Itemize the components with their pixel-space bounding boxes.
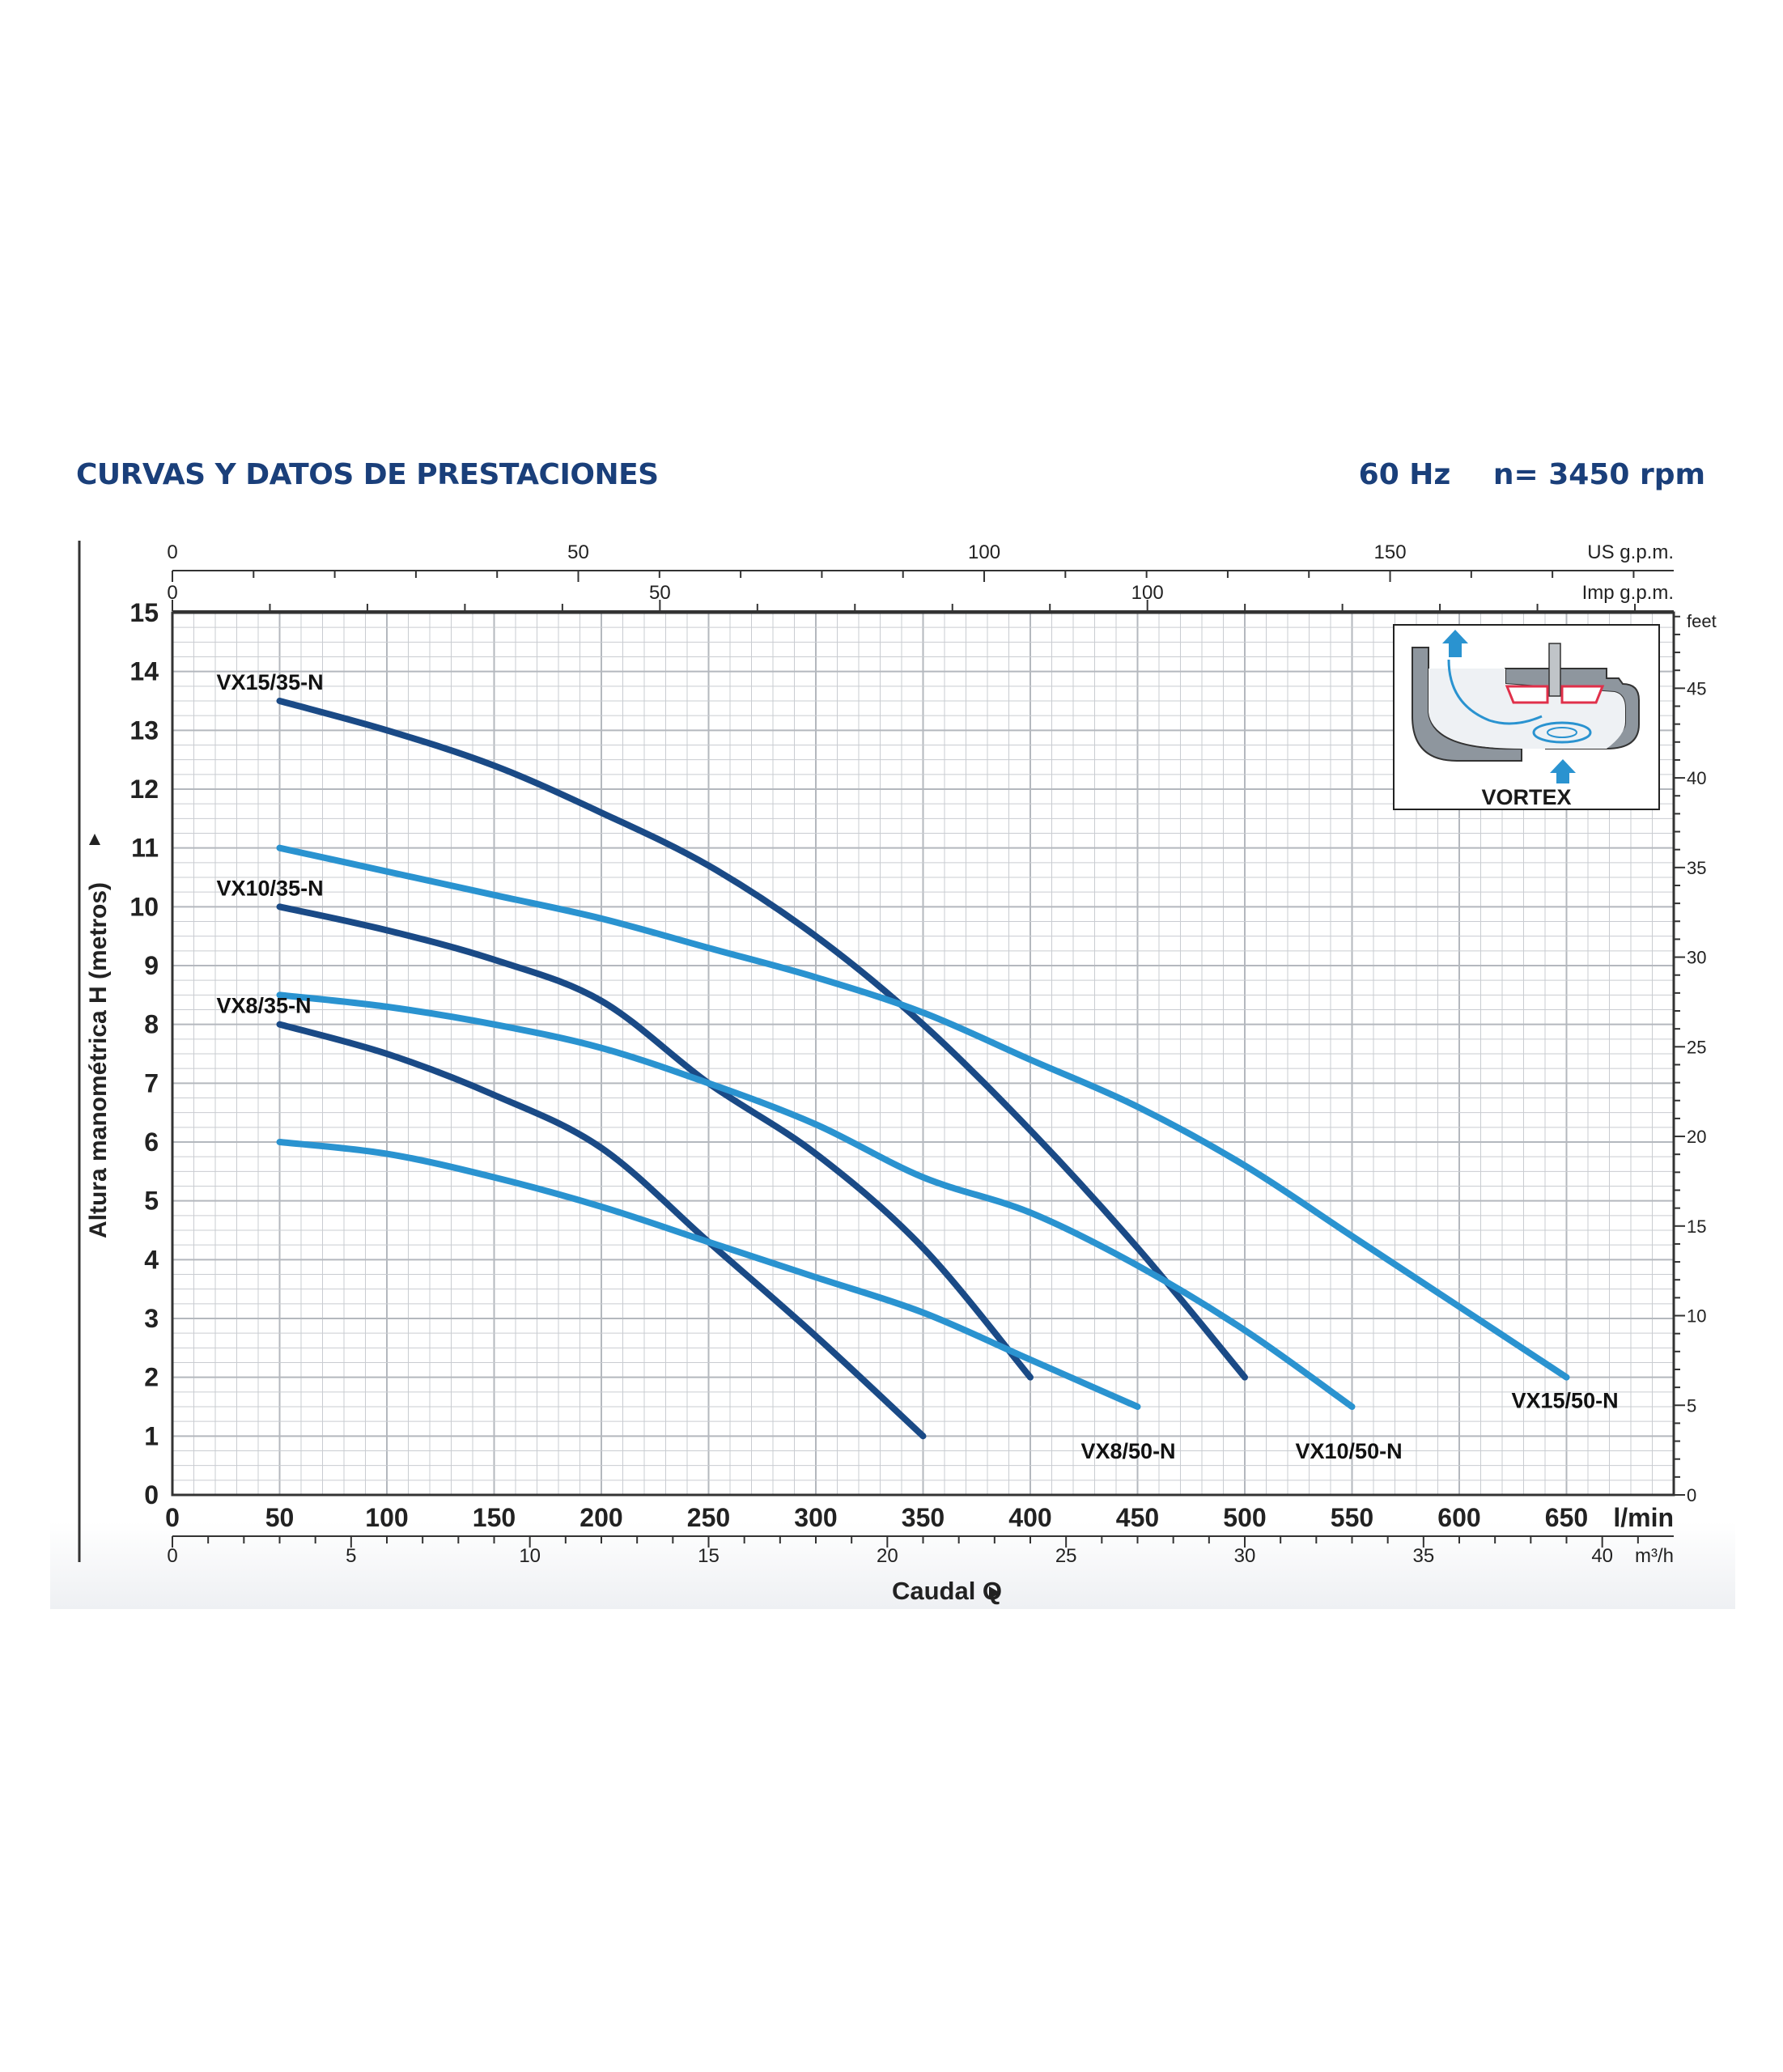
imp-gpm-tick-label: 0 <box>167 582 177 604</box>
us-gpm-unit-label: US g.p.m. <box>1587 541 1674 563</box>
x-axis-arrow-icon <box>989 1586 1000 1599</box>
y-tick-label: 4 <box>144 1245 159 1274</box>
x-tick-label: 150 <box>473 1503 516 1532</box>
vortex-impeller-diagram-icon <box>1412 630 1640 783</box>
y-tick-label: 7 <box>144 1068 159 1098</box>
m3h-tick-label: 25 <box>1055 1545 1077 1567</box>
x-tick-label: 400 <box>1008 1503 1051 1532</box>
x-tick-label: 350 <box>902 1503 945 1532</box>
feet-tick-label: 30 <box>1687 948 1706 968</box>
frequency-label: 60 Hz <box>1358 458 1451 491</box>
y-axis-title: Altura manométrica H (metros) <box>85 882 112 1238</box>
feet-tick-label: 0 <box>1687 1485 1696 1505</box>
curve-vx10-50-n <box>276 991 1356 1410</box>
y-tick-label: 1 <box>144 1421 159 1450</box>
y-tick-label: 14 <box>129 657 159 686</box>
rpm-label: n= 3450 rpm <box>1492 458 1705 491</box>
imp-gpm-tick-label: 50 <box>649 582 671 604</box>
feet-tick-label: 40 <box>1687 768 1706 788</box>
x-unit-label: l/min <box>1613 1503 1674 1532</box>
m3h-tick-label: 5 <box>346 1545 356 1567</box>
feet-tick-label: 20 <box>1687 1127 1706 1147</box>
series-label-vx10-35-n: VX10/35-N <box>217 876 324 900</box>
y-tick-label: 10 <box>129 892 159 921</box>
series-label-vx15-50-n: VX15/50-N <box>1512 1389 1619 1413</box>
plot-frame <box>171 611 1675 1497</box>
feet-tick-label: 25 <box>1687 1037 1706 1057</box>
y-axis-arrow-icon <box>89 834 100 845</box>
y-tick-label: 8 <box>144 1010 159 1039</box>
labels: 0 50 100 150 200 250 300 350 400 450 500 550 600 650 l… <box>85 541 1717 1605</box>
m3h-tick-label: 10 <box>519 1545 541 1567</box>
y-tick-label: 2 <box>144 1363 159 1392</box>
x-tick-label: 300 <box>794 1503 837 1532</box>
y-tick-label: 13 <box>129 715 159 745</box>
curve-vx8-50-n <box>276 1139 1141 1410</box>
x-tick-label: 600 <box>1437 1503 1480 1532</box>
m3h-tick-label: 15 <box>698 1545 720 1567</box>
curve-vx10-35-n <box>276 903 1034 1381</box>
m3h-tick-label: 35 <box>1412 1545 1434 1567</box>
speed-info: 60 Hz n= 3450 rpm <box>1327 458 1705 491</box>
x-tick-label: 200 <box>579 1503 622 1532</box>
imp-gpm-unit-label: Imp g.p.m. <box>1582 582 1674 604</box>
feet-tick-label: 15 <box>1687 1216 1706 1237</box>
curve-vx15-35-n <box>276 698 1248 1381</box>
y-tick-label: 0 <box>144 1480 159 1509</box>
axes <box>78 541 1685 1562</box>
curves <box>276 698 1570 1440</box>
y-tick-label: 9 <box>144 951 159 980</box>
x-tick-label: 100 <box>365 1503 408 1532</box>
vortex-inset: VORTEX <box>1393 624 1660 810</box>
series-label-vx8-50-n: VX8/50-N <box>1081 1439 1176 1463</box>
series-label-vx10-50-n: VX10/50-N <box>1296 1439 1403 1463</box>
x-tick-label: 500 <box>1223 1503 1266 1532</box>
curve-vx8-35-n <box>276 1021 927 1440</box>
vortex-label: VORTEX <box>1481 785 1571 809</box>
feet-tick-label: 35 <box>1687 858 1706 878</box>
x-tick-label: 0 <box>165 1503 180 1532</box>
y-tick-label: 5 <box>144 1187 159 1216</box>
m3h-tick-label: 20 <box>877 1545 898 1567</box>
y-tick-label: 15 <box>129 598 159 627</box>
m3h-tick-label: 40 <box>1591 1545 1613 1567</box>
us-gpm-tick-label: 150 <box>1374 541 1407 563</box>
m3h-tick-label: 0 <box>167 1545 177 1567</box>
m3h-tick-label: 30 <box>1234 1545 1256 1567</box>
x-tick-label: 550 <box>1331 1503 1373 1532</box>
y-tick-label: 3 <box>144 1304 159 1333</box>
y-tick-label: 6 <box>144 1127 159 1157</box>
y-tick-label: 12 <box>129 775 159 804</box>
us-gpm-tick-label: 50 <box>567 541 589 563</box>
page-title: CURVAS Y DATOS DE PRESTACIONES <box>76 458 659 491</box>
series-label-vx15-35-n: VX15/35-N <box>217 670 324 694</box>
series-label-vx8-35-n: VX8/35-N <box>217 994 312 1018</box>
us-gpm-tick-label: 100 <box>968 541 1000 563</box>
feet-tick-label: 5 <box>1687 1395 1696 1416</box>
y-tick-label: 11 <box>131 834 159 863</box>
m3h-unit-label: m³/h <box>1635 1545 1674 1567</box>
us-gpm-tick-label: 0 <box>167 541 177 563</box>
feet-tick-label: 10 <box>1687 1306 1706 1327</box>
x-tick-label: 250 <box>687 1503 730 1532</box>
feet-unit-label: feet <box>1687 611 1717 631</box>
x-tick-label: 450 <box>1116 1503 1159 1532</box>
feet-tick-label: 45 <box>1687 678 1706 698</box>
x-tick-label: 50 <box>265 1503 295 1532</box>
x-tick-label: 650 <box>1545 1503 1588 1532</box>
x-axis-title: Caudal Q <box>892 1577 1002 1605</box>
curve-vx15-50-n <box>276 844 1570 1381</box>
imp-gpm-tick-label: 100 <box>1131 582 1164 604</box>
